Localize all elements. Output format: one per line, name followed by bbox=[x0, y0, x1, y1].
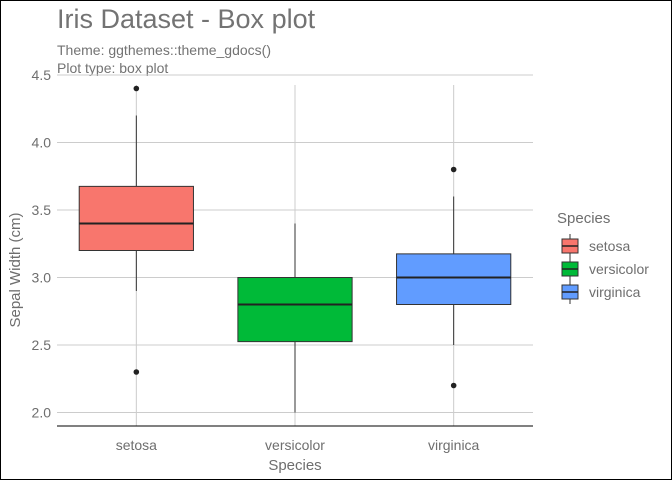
legend-label: versicolor bbox=[589, 261, 649, 277]
box-versicolor bbox=[237, 223, 353, 413]
box-setosa bbox=[78, 85, 194, 375]
y-tick-label: 2.5 bbox=[32, 337, 52, 353]
chart-subtitle-line-2: Plot type: box plot bbox=[57, 60, 168, 76]
x-tick-label: virginica bbox=[428, 437, 480, 453]
legend-label: virginica bbox=[589, 284, 641, 300]
chart-subtitle-line-1: Theme: ggthemes::theme_gdocs() bbox=[57, 42, 271, 58]
legend-item-versicolor: versicolor bbox=[561, 257, 649, 281]
outlier-point bbox=[450, 382, 457, 389]
box-iqr bbox=[237, 277, 353, 343]
legend-item-virginica: virginica bbox=[561, 280, 641, 304]
y-axis-label: Sepal Width (cm) bbox=[7, 212, 24, 327]
box-iqr bbox=[78, 185, 194, 251]
legend: Species setosa versicolor virginica bbox=[557, 210, 649, 304]
y-tick-label: 4.5 bbox=[32, 67, 52, 83]
y-tick-label: 3.0 bbox=[32, 270, 52, 286]
legend-title: Species bbox=[557, 210, 610, 227]
box-iqr bbox=[396, 253, 512, 305]
x-axis-label: Species bbox=[268, 457, 321, 474]
legend-label: setosa bbox=[589, 238, 630, 254]
x-axis-ticks: setosa versicolor virginica bbox=[116, 437, 480, 453]
outlier-point bbox=[450, 166, 457, 173]
outlier-point bbox=[133, 369, 140, 375]
x-tick-label: setosa bbox=[116, 437, 157, 453]
y-tick-label: 3.5 bbox=[32, 202, 52, 218]
boxes bbox=[78, 85, 512, 413]
box-virginica bbox=[396, 166, 512, 389]
legend-items: setosa versicolor virginica bbox=[561, 234, 649, 304]
y-tick-label: 4.0 bbox=[32, 135, 52, 151]
y-axis-ticks: 2.0 2.5 3.0 3.5 4.0 4.5 bbox=[32, 67, 52, 421]
y-tick-label: 2.0 bbox=[32, 405, 52, 421]
outlier-point bbox=[133, 85, 140, 92]
chart-title: Iris Dataset - Box plot bbox=[57, 4, 316, 34]
x-tick-label: versicolor bbox=[265, 437, 325, 453]
legend-item-setosa: setosa bbox=[561, 234, 630, 258]
